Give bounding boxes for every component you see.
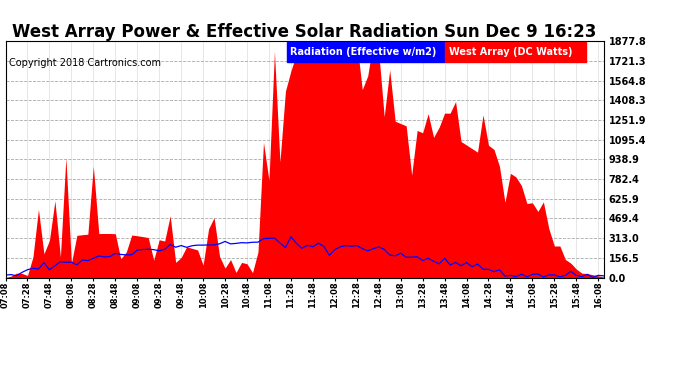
Text: Copyright 2018 Cartronics.com: Copyright 2018 Cartronics.com [9,58,161,68]
Text: Radiation (Effective w/m2): Radiation (Effective w/m2) [290,47,437,57]
Text: West Array (DC Watts): West Array (DC Watts) [448,47,572,57]
Title: West Array Power & Effective Solar Radiation Sun Dec 9 16:23: West Array Power & Effective Solar Radia… [12,23,597,41]
